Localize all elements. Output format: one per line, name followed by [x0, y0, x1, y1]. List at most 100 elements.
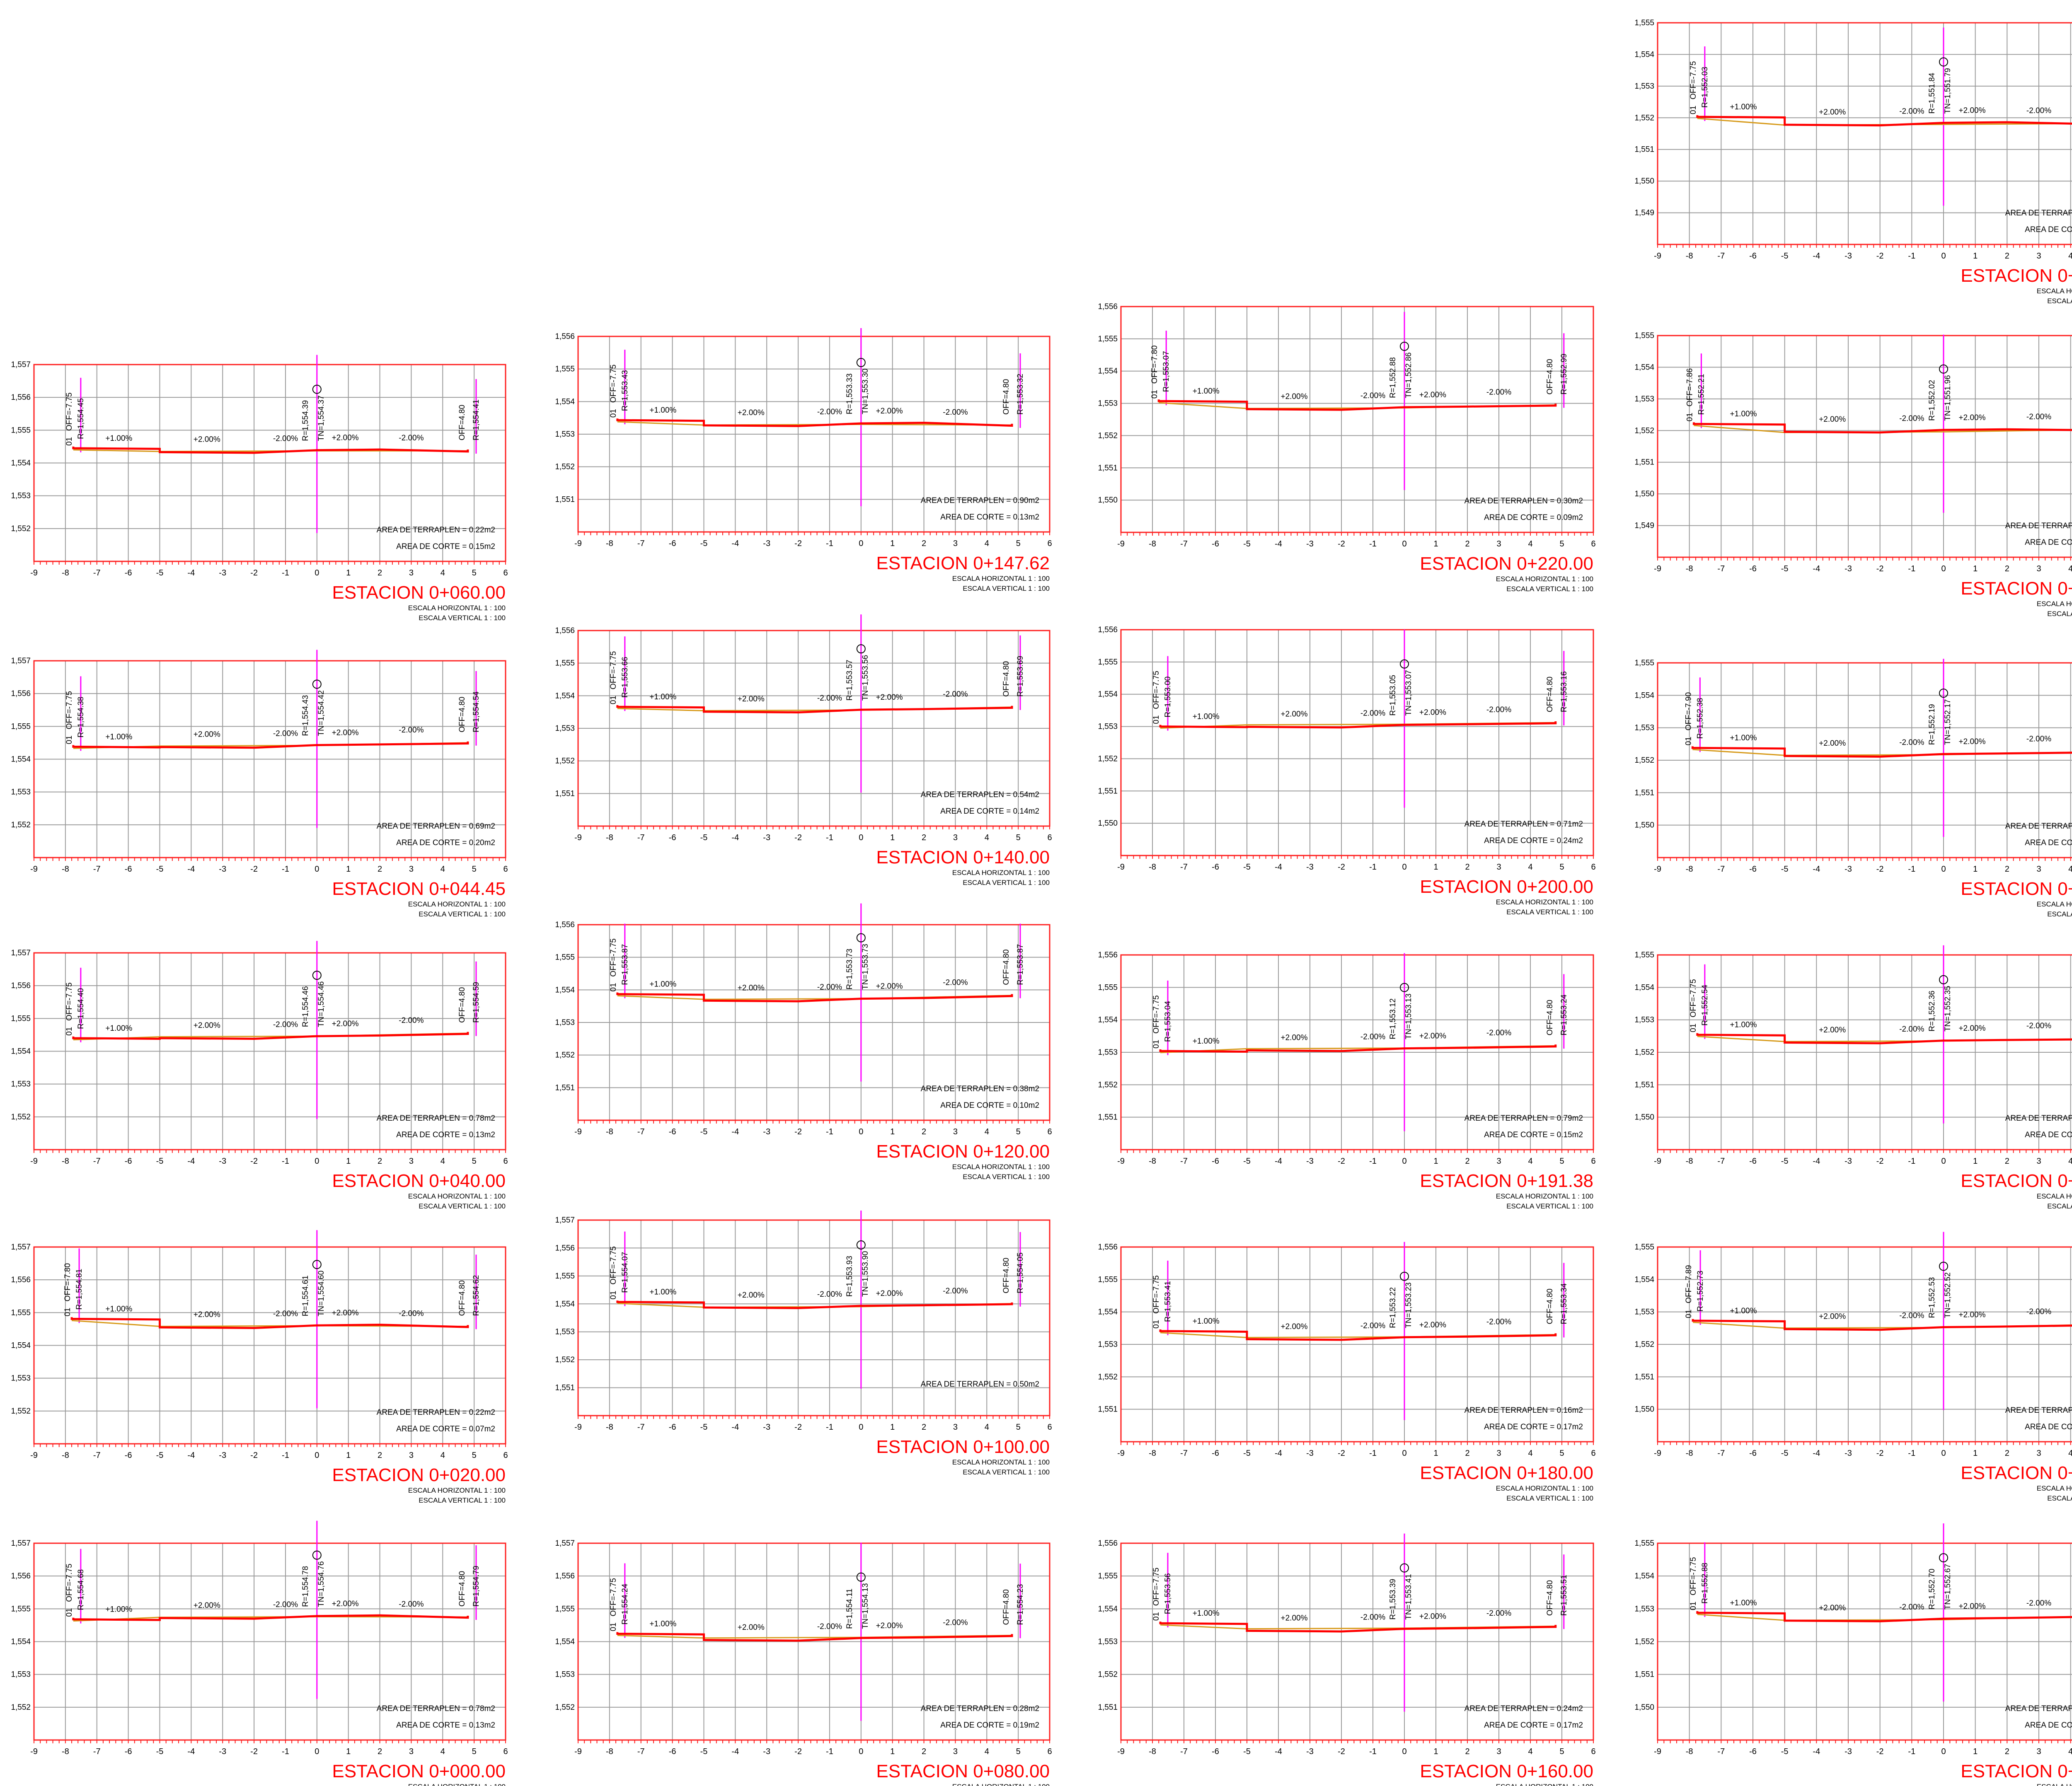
- offset-tick-label: -8: [606, 1127, 613, 1136]
- cut-area-label: AREA DE CORTE = 0.26m2: [2025, 839, 2072, 847]
- offset-tick-label: 2: [378, 568, 382, 578]
- elevation-tick-label: 1,555: [1634, 1539, 1654, 1548]
- section-s300: 1,555 1,554 1,553 1,552 1,551 1,550 -9 -8 -7 -6 -5…: [1634, 659, 2072, 918]
- elevation-tick-label: 1,556: [11, 1572, 31, 1581]
- offset-tick-label: -3: [1306, 1449, 1314, 1458]
- subgrade-line: [616, 705, 1013, 713]
- cut-area-label: AREA DE CORTE = 0.24m2: [1484, 836, 1583, 845]
- offset-tick-label: -7: [93, 1451, 101, 1460]
- offset-tick-label: -8: [1686, 564, 1693, 573]
- elevation-tick-label: 1,556: [11, 1276, 31, 1284]
- elevation-tick-label: 1,557: [11, 1243, 31, 1252]
- elevation-tick-label: 1,554: [11, 459, 31, 468]
- vertical-scale-label: ESCALA VERTICAL 1 : 100: [1506, 908, 1593, 916]
- elevation-tick-label: 1,552: [11, 1703, 31, 1712]
- offset-tick-label: 0: [1941, 865, 1946, 874]
- offset-tick-label: 4: [985, 1127, 989, 1136]
- offset-tick-label: -9: [574, 539, 582, 548]
- offset-tick-label: 1: [1973, 564, 1978, 573]
- fill-area-label: AREA DE TERRAPLEN = 0.54m2: [921, 790, 1039, 799]
- ground-elevation-label: TN=1,553.23: [1404, 1282, 1413, 1328]
- offset-tick-label: 3: [2036, 564, 2041, 573]
- offset-tick-label: 2: [1465, 1157, 1469, 1166]
- station-title: ESTACION 0+140.00: [876, 847, 1050, 868]
- slope-label: +1.00%: [105, 1024, 132, 1033]
- offset-tick-label: -1: [826, 539, 833, 548]
- slope-label: +2.00%: [876, 1622, 903, 1630]
- left-offset-label: OFF=-7.75: [609, 1246, 618, 1284]
- station-title: ESTACION 0+160.00: [1420, 1761, 1593, 1781]
- point-code: 01: [1150, 390, 1159, 399]
- slope-label: -2.00%: [273, 729, 298, 738]
- offset-tick-label: 2: [922, 1127, 926, 1136]
- centerline-symbol: [312, 679, 322, 689]
- offset-tick-label: -7: [1717, 1449, 1725, 1458]
- elevation-tick-label: 1,557: [555, 1216, 575, 1225]
- ground-elevation-label: TN=1,551.96: [1944, 375, 1952, 421]
- offset-tick-label: -9: [1654, 251, 1661, 261]
- offset-tick-label: -7: [637, 1423, 645, 1432]
- left-elevation-label: R=1,554.81: [75, 1269, 84, 1310]
- offset-tick-label: -4: [187, 1747, 195, 1756]
- offset-tick-label: -2: [1338, 1449, 1345, 1458]
- point-code: 01: [1152, 1040, 1161, 1049]
- centerline-symbol: [1939, 1262, 1948, 1271]
- station-title: ESTACION 0+260.00: [1961, 1463, 2072, 1483]
- elevation-tick-label: 1,554: [1634, 363, 1654, 372]
- vertical-scale-label: ESCALA VERTICAL 1 : 100: [2047, 610, 2072, 618]
- slope-label: +2.00%: [1959, 737, 1986, 746]
- offset-tick-label: -5: [1243, 1157, 1251, 1166]
- station-title: ESTACION 0+060.00: [332, 582, 506, 603]
- offset-tick-label: -7: [1717, 1157, 1725, 1166]
- offset-tick-label: -3: [763, 1747, 770, 1756]
- offset-tick-label: 3: [409, 1157, 414, 1166]
- station-title: ESTACION 0+000.00: [332, 1761, 506, 1781]
- right-elevation-label: R=1,552.99: [1560, 354, 1569, 395]
- offset-tick-label: -2: [1876, 564, 1884, 573]
- subgrade-line: [1691, 746, 2072, 758]
- slope-label: -2.00%: [1899, 414, 1924, 423]
- left-offset-label: OFF=-7.75: [1152, 671, 1161, 709]
- ground-elevation-label: TN=1,551.79: [1944, 68, 1952, 114]
- offset-tick-label: -7: [93, 568, 101, 578]
- elevation-tick-label: 1,554: [1098, 1016, 1118, 1025]
- slope-label: +2.00%: [1419, 1032, 1446, 1041]
- center-elevation-label: R=1,553.93: [845, 1256, 854, 1297]
- slope-label: +1.00%: [1193, 1317, 1220, 1326]
- right-offset-label: OFF=4.80: [458, 697, 467, 732]
- offset-tick-label: 4: [441, 568, 445, 578]
- slope-label: +2.00%: [738, 1291, 765, 1300]
- offset-tick-label: 0: [1402, 863, 1406, 872]
- vertical-scale-label: ESCALA VERTICAL 1 : 100: [419, 910, 506, 918]
- horizontal-scale-label: ESCALA HORIZONTAL 1 : 100: [1496, 1192, 1593, 1200]
- elevation-tick-label: 1,554: [1634, 50, 1654, 59]
- cut-area-label: AREA DE CORTE = 0.19m2: [940, 1721, 1039, 1730]
- offset-tick-label: -1: [1369, 1449, 1377, 1458]
- offset-tick-label: -4: [1275, 1449, 1282, 1458]
- slope-label: -2.00%: [817, 694, 842, 703]
- left-elevation-label: R=1,553.43: [621, 370, 629, 411]
- point-code: 01: [65, 437, 74, 446]
- cut-area-label: AREA DE CORTE = 0.20m2: [396, 839, 495, 847]
- elevation-tick-label: 1,551: [1634, 458, 1654, 467]
- subgrade-line: [616, 418, 1013, 427]
- ground-elevation-label: TN=1,552.52: [1944, 1272, 1952, 1318]
- slope-label: -2.00%: [817, 1290, 842, 1299]
- ground-elevation-label: TN=1,554.13: [861, 1583, 870, 1629]
- section-s080: 1,557 1,556 1,555 1,554 1,553 1,552 -9 -8 -7 -6 -5…: [555, 1539, 1052, 1786]
- slope-label: -2.00%: [399, 1016, 424, 1025]
- center-elevation-label: R=1,551.84: [1928, 73, 1936, 114]
- offset-tick-label: 6: [1047, 1747, 1052, 1756]
- elevation-tick-label: 1,551: [1634, 788, 1654, 797]
- elevation-tick-label: 1,556: [555, 921, 575, 929]
- slope-label: -2.00%: [943, 1618, 968, 1627]
- vertical-scale-label: ESCALA VERTICAL 1 : 100: [2047, 910, 2072, 918]
- subgrade-line: [1159, 1622, 1557, 1633]
- offset-tick-label: 2: [922, 833, 926, 842]
- offset-tick-label: -4: [1275, 539, 1282, 549]
- section-frame: [1120, 1246, 1594, 1443]
- slope-label: +2.00%: [1281, 1614, 1308, 1623]
- offset-tick-label: 1: [1973, 1449, 1978, 1458]
- offset-tick-label: 2: [378, 1747, 382, 1756]
